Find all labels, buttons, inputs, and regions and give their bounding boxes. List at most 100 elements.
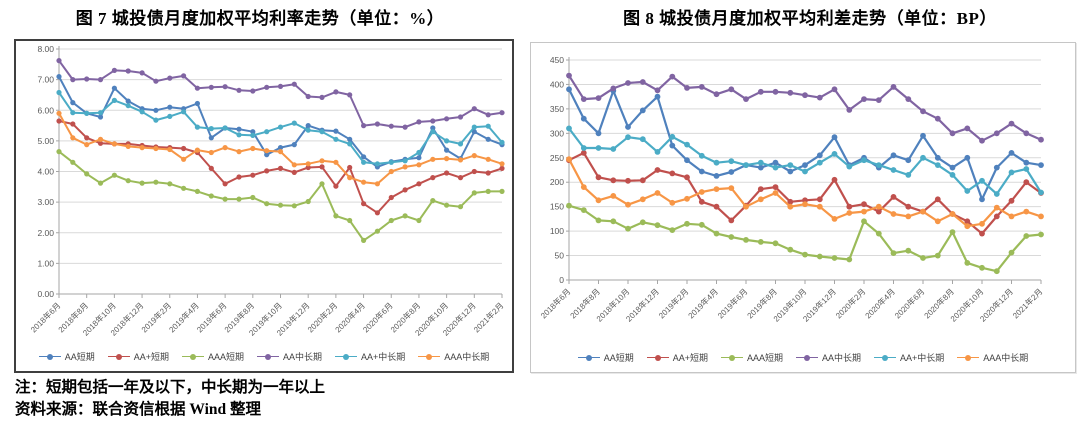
data-point xyxy=(934,115,941,122)
data-point xyxy=(890,194,897,200)
data-point xyxy=(194,85,200,91)
data-point xyxy=(236,126,242,132)
data-point xyxy=(934,196,941,203)
data-point xyxy=(347,217,353,224)
figure8-legend: AA短期 AA+短期 AAA短期 AA中长期 AA+中长期 AAA中长期 xyxy=(531,351,1075,364)
data-point xyxy=(979,137,985,144)
series-AAA中长期 xyxy=(566,156,1044,230)
data-point xyxy=(890,250,897,256)
data-point xyxy=(580,184,587,191)
data-point xyxy=(728,169,735,175)
data-point xyxy=(457,204,464,210)
data-point xyxy=(639,107,646,114)
data-point xyxy=(305,123,311,129)
data-point xyxy=(1008,120,1015,127)
data-point xyxy=(84,76,90,82)
legend-item-AA中长期: AA中长期 xyxy=(257,350,322,363)
data-point xyxy=(374,228,380,234)
data-point xyxy=(402,124,408,130)
data-point xyxy=(802,251,808,258)
data-point xyxy=(964,218,971,225)
data-point xyxy=(264,152,270,158)
data-point xyxy=(97,140,104,146)
data-point xyxy=(485,123,491,129)
data-point xyxy=(787,162,794,168)
data-point xyxy=(208,84,214,90)
data-point xyxy=(416,162,422,168)
data-point xyxy=(1008,213,1015,220)
data-point xyxy=(949,164,956,171)
data-point xyxy=(236,132,242,138)
data-point xyxy=(388,123,394,129)
data-point xyxy=(875,97,882,103)
data-point xyxy=(347,136,353,142)
data-point xyxy=(964,223,971,230)
data-point xyxy=(757,88,764,95)
data-point xyxy=(1023,208,1030,215)
data-point xyxy=(250,88,256,94)
data-point xyxy=(875,208,882,215)
data-point xyxy=(713,230,720,237)
data-point xyxy=(713,203,720,210)
data-point xyxy=(625,177,631,184)
legend-item-AA+短期: AA+短期 xyxy=(107,350,169,363)
data-point xyxy=(125,103,131,109)
data-point xyxy=(139,180,145,186)
data-point xyxy=(580,207,587,214)
legend-marker-icon xyxy=(107,353,130,360)
data-point xyxy=(625,124,631,130)
data-point xyxy=(291,169,297,175)
data-point xyxy=(1008,197,1015,204)
data-point xyxy=(610,85,617,92)
data-point xyxy=(333,213,339,219)
data-point xyxy=(743,203,749,210)
data-point xyxy=(111,85,117,91)
data-point xyxy=(861,201,867,208)
series-AA+中长期 xyxy=(56,89,505,167)
data-point xyxy=(361,123,367,129)
y-tick-label: 8.00 xyxy=(37,44,54,54)
series-AA+中长期 xyxy=(566,125,1044,197)
legend-item-AA+短期: AA+短期 xyxy=(646,351,708,364)
data-point xyxy=(167,146,173,153)
y-tick-label: 7.00 xyxy=(37,75,54,85)
data-point xyxy=(580,145,587,151)
data-point xyxy=(654,149,661,155)
data-point xyxy=(949,211,956,217)
legend-item-AA+中长期: AA+中长期 xyxy=(335,350,405,363)
figure7-chart-box: 0.00 1.00 2.00 3.00 4.00 5.00 6.00 7.00 8.00 2018… xyxy=(14,39,514,373)
y-tick-label: 300 xyxy=(550,128,564,138)
data-point xyxy=(1008,249,1015,256)
data-point xyxy=(979,230,985,237)
data-point xyxy=(861,208,867,215)
data-point xyxy=(333,136,339,142)
data-point xyxy=(684,85,690,91)
data-point xyxy=(669,227,676,234)
data-point xyxy=(566,202,572,209)
data-point xyxy=(566,125,572,132)
y-tick-label: 200 xyxy=(550,177,564,187)
data-point xyxy=(499,161,505,167)
legend-label: AAA中长期 xyxy=(983,353,1029,363)
series-AAA短期 xyxy=(566,202,1044,275)
data-point xyxy=(153,78,159,84)
data-point xyxy=(846,203,853,210)
data-point xyxy=(111,97,117,103)
data-point xyxy=(772,184,779,191)
data-point xyxy=(471,106,477,112)
y-tick-label: 450 xyxy=(550,55,564,65)
data-point xyxy=(595,130,602,137)
legend-label: AA+中长期 xyxy=(900,353,945,363)
data-point xyxy=(111,172,117,178)
data-point xyxy=(499,110,505,116)
data-point xyxy=(181,185,187,191)
data-point xyxy=(250,132,256,138)
data-point xyxy=(181,73,187,79)
legend-marker-icon xyxy=(335,353,358,360)
data-point xyxy=(580,115,587,122)
data-point xyxy=(639,79,646,85)
data-point xyxy=(610,193,617,199)
data-point xyxy=(222,181,228,187)
data-point xyxy=(264,129,270,135)
data-point xyxy=(816,203,823,210)
